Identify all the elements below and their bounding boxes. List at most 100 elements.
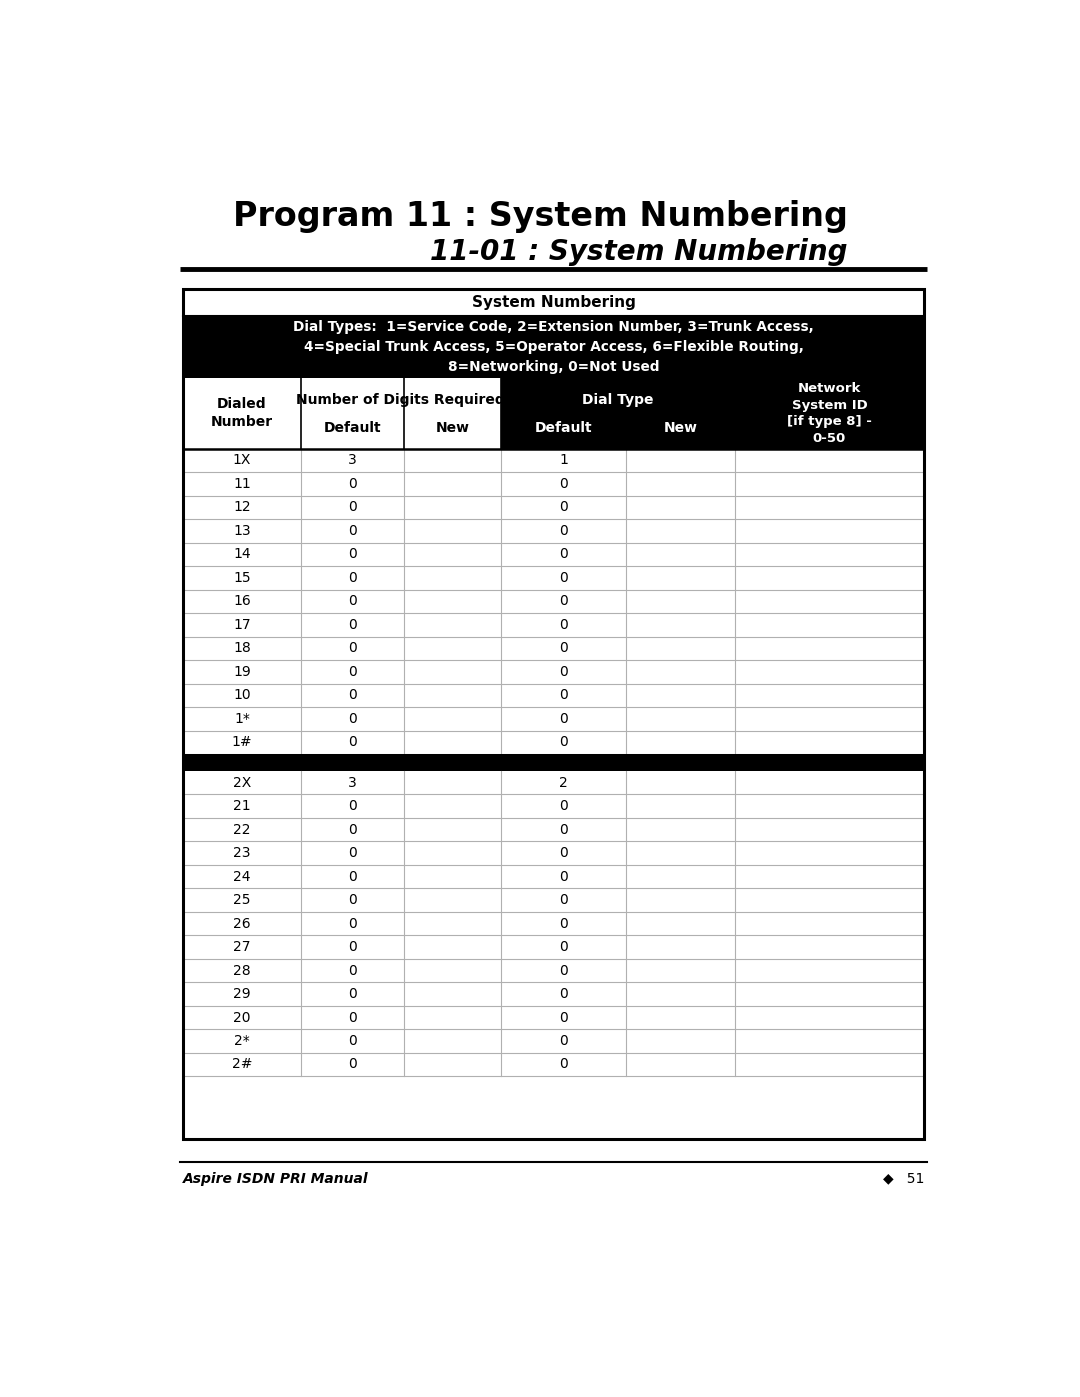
Text: 0: 0 bbox=[348, 799, 356, 813]
Bar bbox=[183, 613, 924, 637]
Bar bbox=[183, 520, 924, 542]
Text: 3: 3 bbox=[348, 454, 356, 468]
Text: 0: 0 bbox=[559, 665, 568, 679]
Text: 29: 29 bbox=[233, 988, 251, 1002]
Text: 0: 0 bbox=[348, 641, 356, 655]
Text: 0: 0 bbox=[348, 735, 356, 749]
Text: 0: 0 bbox=[559, 940, 568, 954]
Bar bbox=[183, 982, 924, 1006]
Text: 11: 11 bbox=[233, 476, 251, 490]
Text: Dial Type: Dial Type bbox=[582, 393, 653, 408]
Text: 0: 0 bbox=[348, 1058, 356, 1071]
Text: 17: 17 bbox=[233, 617, 251, 631]
Text: 15: 15 bbox=[233, 571, 251, 585]
Bar bbox=[183, 377, 501, 448]
Bar bbox=[183, 1030, 924, 1053]
Text: 2: 2 bbox=[559, 775, 568, 789]
Text: 2#: 2# bbox=[232, 1058, 253, 1071]
Text: 12: 12 bbox=[233, 500, 251, 514]
Text: 0: 0 bbox=[348, 476, 356, 490]
Text: 21: 21 bbox=[233, 799, 251, 813]
Text: 22: 22 bbox=[233, 823, 251, 837]
Bar bbox=[183, 289, 924, 1140]
Bar bbox=[183, 566, 924, 590]
Text: 2*: 2* bbox=[234, 1034, 249, 1048]
Bar bbox=[183, 888, 924, 912]
Bar bbox=[183, 1053, 924, 1076]
Text: 0: 0 bbox=[348, 500, 356, 514]
Text: 0: 0 bbox=[559, 476, 568, 490]
Text: Program 11 : System Numbering: Program 11 : System Numbering bbox=[233, 200, 848, 233]
Bar bbox=[183, 659, 924, 683]
Text: Dialed
Number: Dialed Number bbox=[211, 397, 273, 429]
Bar bbox=[183, 289, 924, 316]
Text: 0: 0 bbox=[348, 940, 356, 954]
Text: 0: 0 bbox=[559, 735, 568, 749]
Text: Default: Default bbox=[324, 420, 381, 434]
Bar bbox=[183, 771, 924, 795]
Text: 26: 26 bbox=[233, 916, 251, 930]
Text: 25: 25 bbox=[233, 893, 251, 907]
Text: 27: 27 bbox=[233, 940, 251, 954]
Bar bbox=[183, 707, 924, 731]
Text: 1X: 1X bbox=[233, 454, 252, 468]
Text: 0: 0 bbox=[559, 617, 568, 631]
Bar bbox=[501, 377, 924, 448]
Bar bbox=[183, 1006, 924, 1030]
Text: 0: 0 bbox=[559, 1034, 568, 1048]
Text: 0: 0 bbox=[559, 641, 568, 655]
Text: 0: 0 bbox=[348, 689, 356, 703]
Text: 0: 0 bbox=[348, 524, 356, 538]
Text: 20: 20 bbox=[233, 1010, 251, 1024]
Text: 0: 0 bbox=[559, 689, 568, 703]
Text: Aspire ISDN PRI Manual: Aspire ISDN PRI Manual bbox=[183, 1172, 368, 1186]
Text: 18: 18 bbox=[233, 641, 251, 655]
Bar bbox=[183, 958, 924, 982]
Text: Network
System ID
[if type 8] -
0-50: Network System ID [if type 8] - 0-50 bbox=[787, 381, 872, 444]
Text: 13: 13 bbox=[233, 524, 251, 538]
Text: 1#: 1# bbox=[231, 735, 253, 749]
Text: 3: 3 bbox=[348, 775, 356, 789]
Text: 23: 23 bbox=[233, 847, 251, 861]
Bar bbox=[183, 637, 924, 659]
Text: 0: 0 bbox=[559, 799, 568, 813]
Text: 0: 0 bbox=[348, 847, 356, 861]
Text: ◆   51: ◆ 51 bbox=[882, 1172, 924, 1186]
Bar bbox=[183, 754, 924, 771]
Text: 0: 0 bbox=[559, 893, 568, 907]
Text: 0: 0 bbox=[559, 1010, 568, 1024]
Text: New: New bbox=[663, 420, 698, 434]
Text: 0: 0 bbox=[559, 594, 568, 608]
Bar bbox=[183, 590, 924, 613]
Bar bbox=[183, 542, 924, 566]
Text: 0: 0 bbox=[348, 964, 356, 978]
Bar bbox=[183, 316, 924, 377]
Text: 14: 14 bbox=[233, 548, 251, 562]
Text: 0: 0 bbox=[559, 1058, 568, 1071]
Text: 0: 0 bbox=[559, 988, 568, 1002]
Text: 28: 28 bbox=[233, 964, 251, 978]
Bar bbox=[183, 683, 924, 707]
Text: Number of Digits Required: Number of Digits Required bbox=[296, 393, 505, 408]
Text: New: New bbox=[435, 420, 470, 434]
Text: 0: 0 bbox=[348, 571, 356, 585]
Text: 24: 24 bbox=[233, 869, 251, 884]
Text: 0: 0 bbox=[348, 665, 356, 679]
Text: 0: 0 bbox=[559, 524, 568, 538]
Text: 0: 0 bbox=[348, 711, 356, 726]
Text: 19: 19 bbox=[233, 665, 251, 679]
Text: 1: 1 bbox=[559, 454, 568, 468]
Text: 0: 0 bbox=[559, 548, 568, 562]
Text: 0: 0 bbox=[559, 500, 568, 514]
Bar bbox=[183, 448, 924, 472]
Text: 0: 0 bbox=[348, 988, 356, 1002]
Text: 2X: 2X bbox=[233, 775, 251, 789]
Text: 0: 0 bbox=[559, 823, 568, 837]
Text: 0: 0 bbox=[348, 1010, 356, 1024]
Text: 0: 0 bbox=[348, 893, 356, 907]
Bar bbox=[183, 817, 924, 841]
Text: 0: 0 bbox=[559, 916, 568, 930]
Text: 16: 16 bbox=[233, 594, 251, 608]
Bar bbox=[183, 912, 924, 936]
Bar bbox=[183, 865, 924, 888]
